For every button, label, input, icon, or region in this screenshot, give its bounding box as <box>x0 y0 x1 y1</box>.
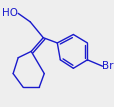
Text: HO: HO <box>2 8 18 18</box>
Text: Br: Br <box>102 61 113 71</box>
